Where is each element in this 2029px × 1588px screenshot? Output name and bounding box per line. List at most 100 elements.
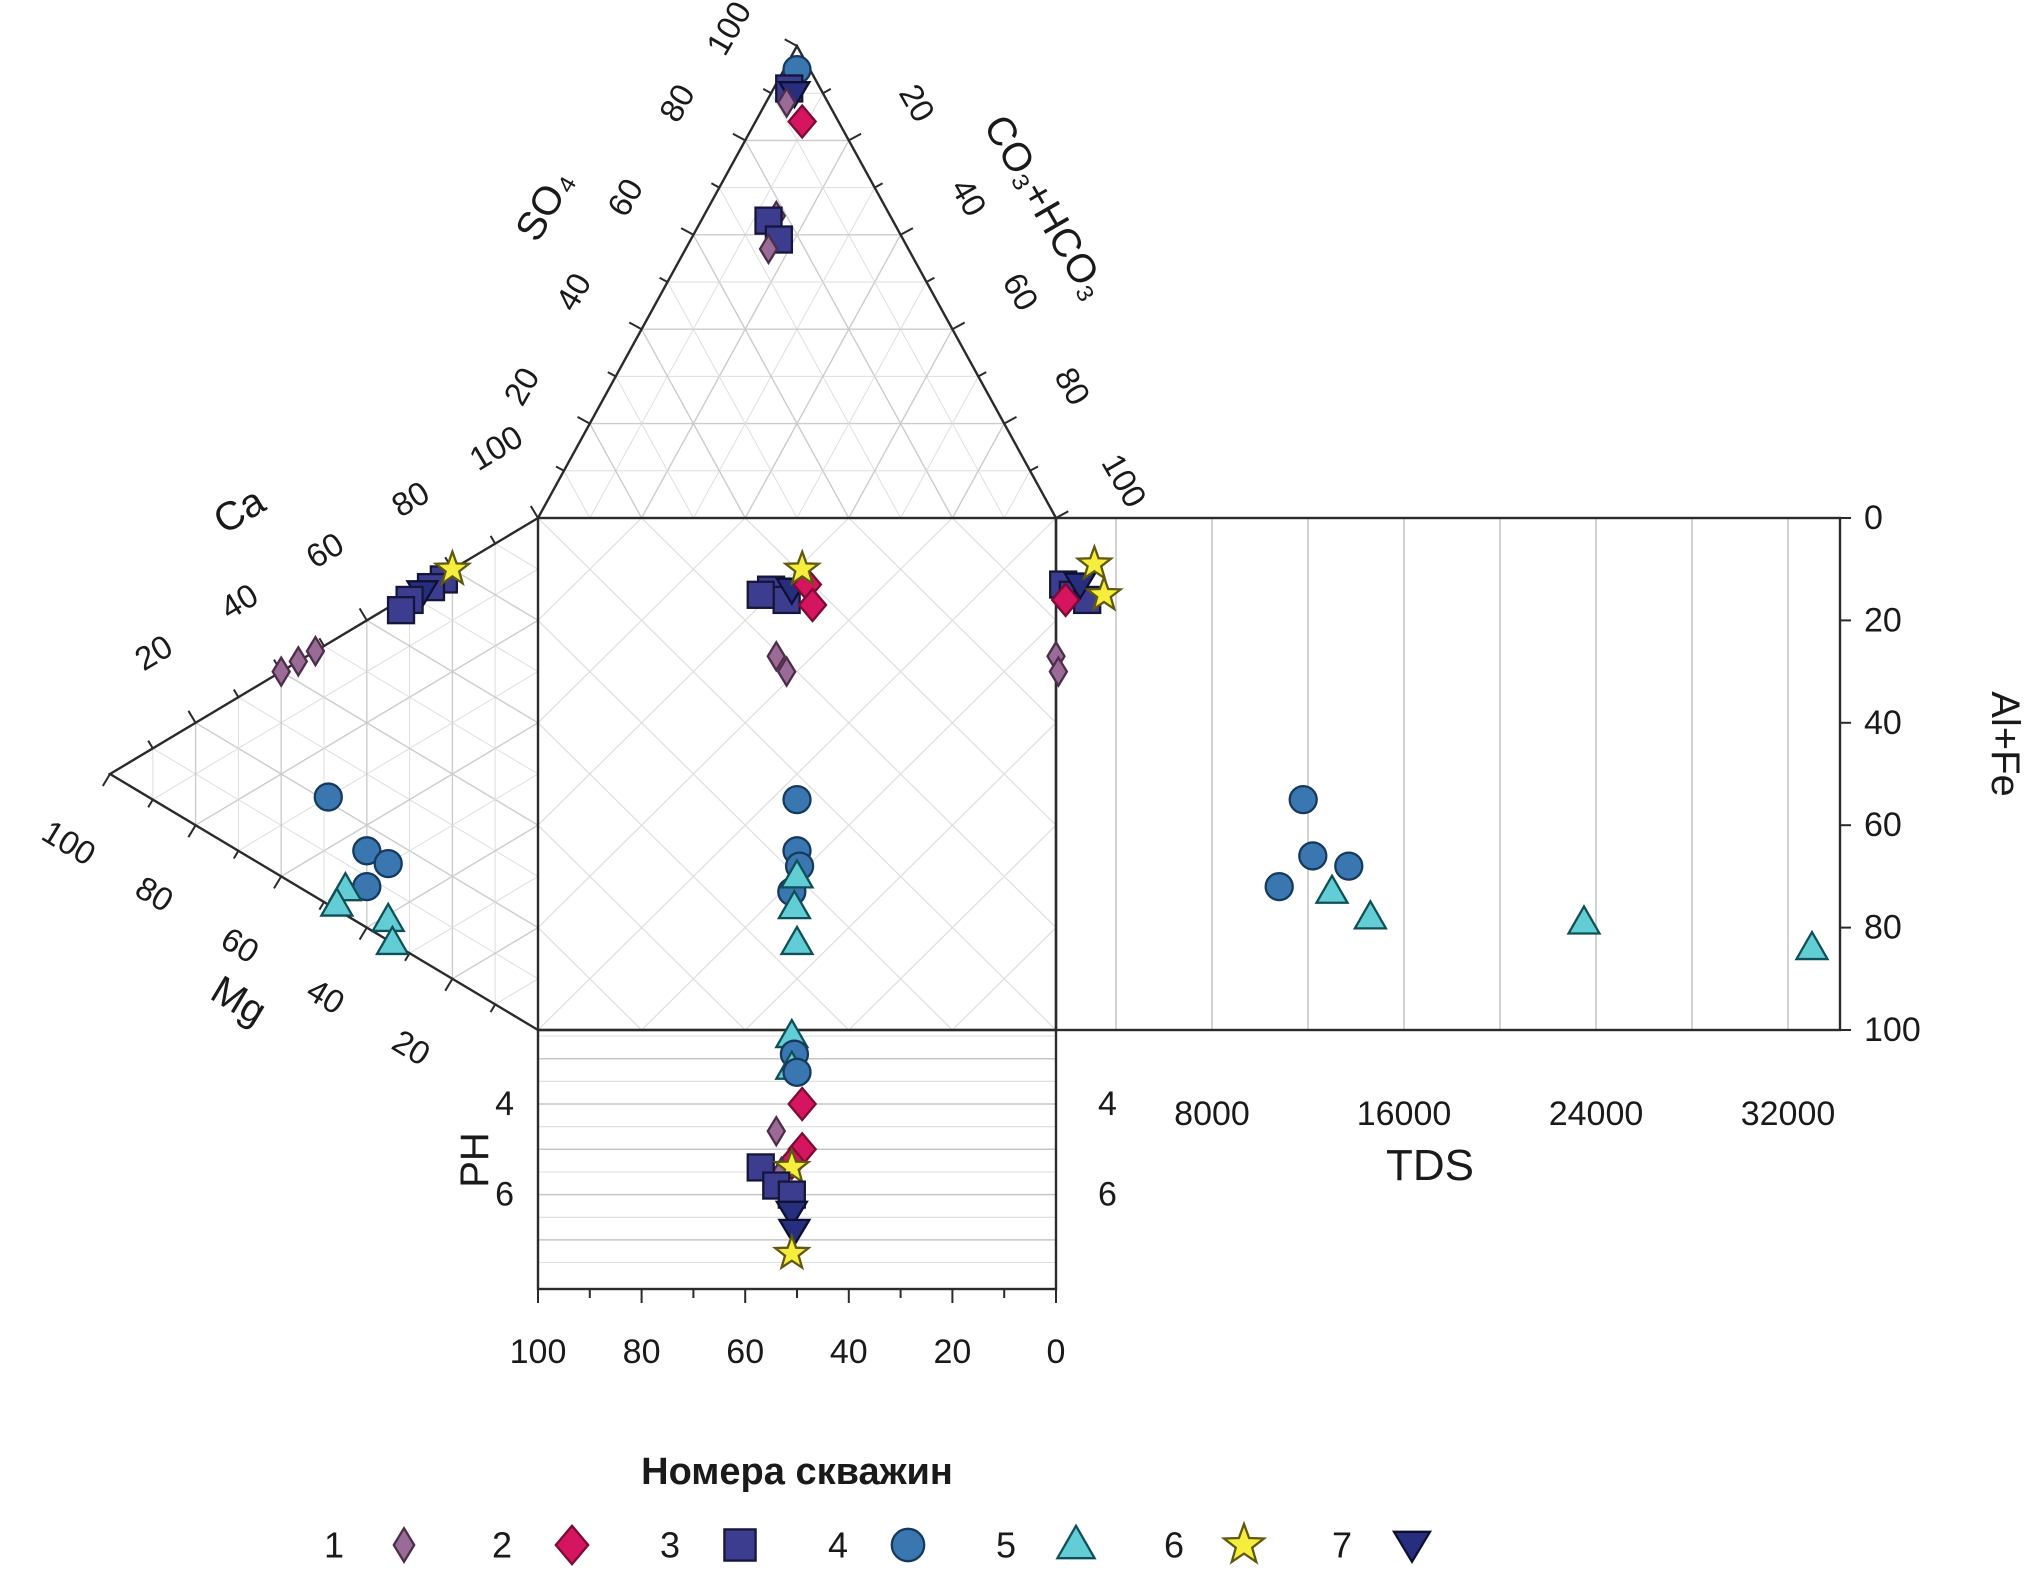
grid-line [848,824,1057,1031]
point-s5 [1314,873,1350,904]
tick-label: 60 [215,920,266,971]
point-s1 [776,86,797,119]
tick-label: 40 [1864,704,1902,742]
tick [232,688,240,698]
tick-label: 40 [548,267,598,317]
grid-line [152,747,539,980]
grid-line [563,470,591,519]
grid-line [744,722,1057,1031]
tick [147,740,154,749]
point-s2 [787,103,818,140]
grid-line [452,568,539,622]
grid-line [409,594,539,673]
point-s4 [1298,841,1328,871]
tick [951,321,966,331]
legend: 1 2 3 4 5 6 7 [324,1520,1433,1566]
grid-line [238,671,539,852]
bottom-panel-points [746,1017,818,1271]
right-panel-border [1054,516,1842,1032]
tick-label: 60 [726,1333,764,1371]
right-panel-points [1046,543,1830,961]
tick-label: 80 [1864,909,1902,947]
point-s1 [288,645,309,678]
tick-label: 0 [1047,1333,1066,1371]
tick [784,38,798,47]
ph-axis-label: PH [453,1132,497,1188]
tick-label: 0 [1864,499,1883,537]
grid-line [796,281,927,519]
right-panel-grid [1115,518,1789,1030]
point-s1 [392,1525,416,1565]
tick [273,875,283,889]
tick [318,901,325,911]
tick [900,227,914,236]
grid-line [494,543,539,570]
tick [1029,465,1039,472]
tick-label: 80 [385,473,436,524]
tick [147,799,154,808]
tick [444,978,454,992]
grid-line [641,619,1057,1031]
tick-label: 100 [510,1333,567,1371]
tick-label: 20 [892,78,942,128]
alfe-axis-label: Al+Fe [1983,691,2027,797]
tick-label: 100 [463,418,529,478]
axis-ticks-and-labels: 1008060402020406080100100806040201008060… [36,0,1921,1371]
legend-item-label: 2 [492,1525,512,1566]
point-s3 [723,1528,757,1562]
tick-label: 80 [623,1333,661,1371]
tick-label: 40 [944,172,994,222]
top-ternary-points [754,54,818,266]
tick [187,710,197,724]
tick [187,824,197,838]
so4-axis-label: SO₄ [507,162,582,248]
point-s2 [554,1524,590,1566]
point-s4 [782,1057,812,1087]
center-square-points [746,548,828,956]
grid-line [640,328,746,519]
tick [607,371,617,378]
grid-line [770,92,1005,519]
tick [529,505,539,519]
point-s1 [758,232,779,266]
tick [101,773,111,787]
tick-label: 60 [1864,806,1902,844]
point-s5 [370,901,406,933]
point-s3 [746,580,775,609]
tick-label: 60 [600,172,650,222]
point-s1 [1048,655,1069,688]
grid-line [323,645,539,775]
grid-line [848,328,954,519]
legend-item-label: 6 [1164,1525,1184,1566]
ca-axis-label: Ca [206,478,273,542]
point-s6 [1074,543,1115,581]
tick-label: 20 [128,627,179,678]
tick [977,371,987,378]
tick-label: 20 [386,1022,437,1073]
tick [358,927,368,941]
point-s5 [1352,899,1388,930]
tick [680,227,694,236]
legend-item-label: 7 [1332,1525,1352,1566]
tick [848,132,862,142]
tick-label: 4 [1098,1085,1117,1123]
tick-label: 6 [495,1176,514,1214]
point-s5 [374,924,410,956]
point-s5 [779,924,815,956]
grid-line [692,187,876,519]
tick-label: 100 [1095,447,1155,513]
tick [577,416,591,425]
point-s5 [779,858,815,889]
point-s6 [1220,1520,1268,1565]
point-s4 [352,836,382,866]
tick [874,182,884,189]
tick [659,276,668,283]
point-s6 [771,1232,812,1271]
tick-label: 20 [933,1333,971,1371]
tick [1055,510,1069,519]
legend-item-label: 1 [324,1525,344,1566]
point-s7 [1391,1530,1433,1565]
tick-label: 40 [301,971,352,1022]
grid-line [409,875,539,954]
